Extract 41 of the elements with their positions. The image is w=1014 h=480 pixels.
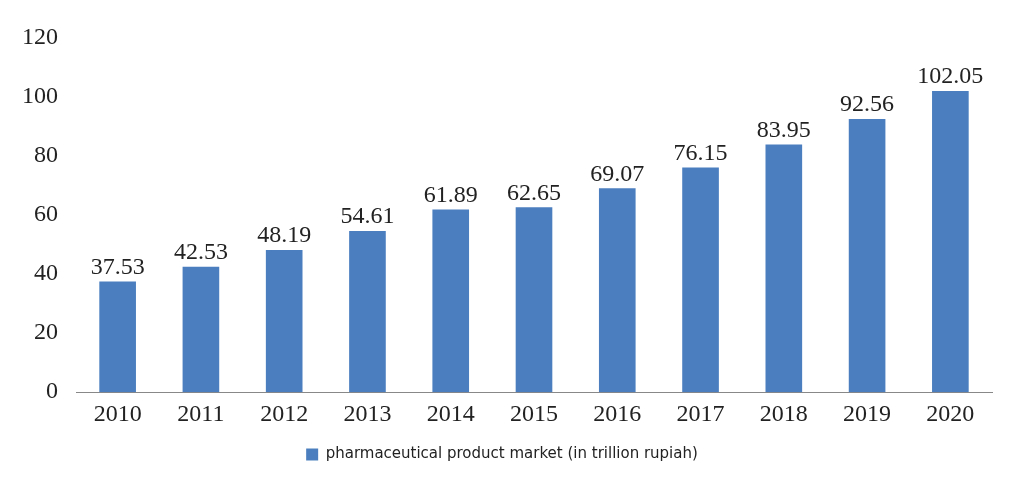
data-label: 83.95 (756, 115, 811, 142)
y-tick-label: 60 (34, 200, 58, 227)
data-label: 42.53 (173, 237, 228, 264)
bar (598, 188, 636, 393)
legend-label: pharmaceutical product market (in trillion rupiah) (325, 444, 698, 463)
y-tick-label: 120 (22, 23, 58, 50)
data-label: 69.07 (590, 159, 645, 186)
x-tick-label: 2018 (759, 399, 808, 426)
y-tick-label: 100 (22, 82, 58, 109)
data-label: 48.19 (257, 221, 312, 248)
data-label: 102.05 (917, 62, 984, 89)
bar (765, 144, 803, 393)
bar (349, 231, 386, 393)
bar (432, 209, 470, 393)
bar (265, 249, 303, 393)
x-tick-label: 2014 (426, 399, 475, 426)
x-tick-label: 2012 (260, 399, 309, 426)
bar (682, 167, 719, 393)
y-tick-label: 20 (34, 318, 58, 345)
data-label: 92.56 (840, 90, 895, 117)
data-label: 61.89 (423, 180, 478, 207)
x-tick-label: 2017 (676, 399, 725, 426)
y-tick-label: 0 (46, 377, 58, 404)
bar (848, 118, 886, 393)
data-label: 62.65 (507, 178, 561, 205)
x-tick-label: 2010 (93, 399, 142, 426)
x-tick-label: 2011 (177, 399, 225, 426)
x-tick-label: 2016 (593, 399, 642, 426)
bar (182, 266, 220, 393)
data-label: 54.61 (340, 202, 395, 229)
x-tick-label: 2019 (843, 399, 892, 426)
data-label: 37.53 (90, 252, 145, 279)
bar (932, 90, 969, 393)
x-tick-label: 2013 (343, 399, 392, 426)
y-tick-label: 80 (34, 141, 58, 168)
y-tick-label: 40 (34, 259, 58, 286)
bar (99, 281, 136, 393)
data-label: 76.15 (673, 138, 728, 165)
x-tick-label: 2015 (510, 399, 558, 426)
bar (515, 207, 553, 393)
x-tick-label: 2020 (926, 399, 975, 426)
